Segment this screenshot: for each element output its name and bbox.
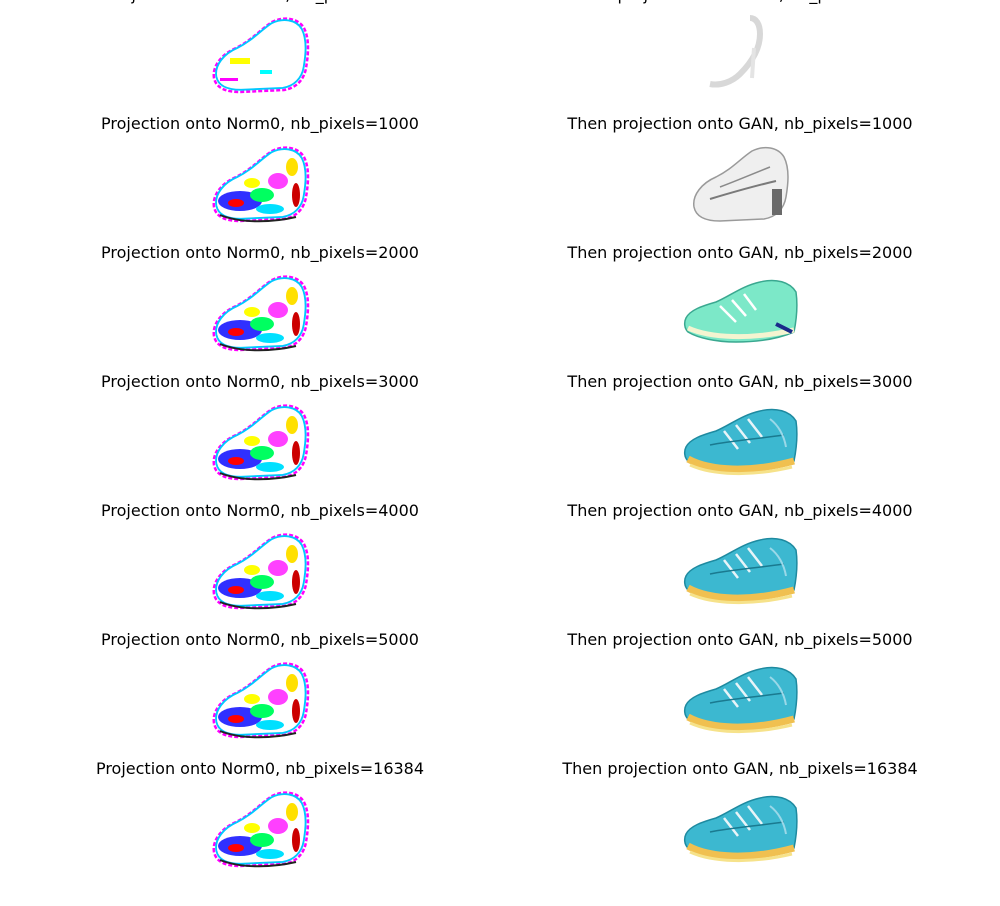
shoe-colorful-noisy-icon (200, 653, 320, 743)
shoe-grey-sketch-icon (680, 137, 800, 227)
right-caption-row-3: Then projection onto GAN, nb_pixels=3000 (567, 373, 912, 391)
shoe-outline-noisy-icon (200, 8, 320, 98)
shoe-colorful-noisy-icon (200, 524, 320, 614)
sneaker-mint-icon (680, 266, 800, 356)
shoe-colorful-noisy-icon (200, 782, 320, 872)
left-caption-row-2: Projection onto Norm0, nb_pixels=2000 (101, 244, 419, 262)
left-caption-row-4: Projection onto Norm0, nb_pixels=4000 (101, 502, 419, 520)
shoe-colorful-noisy-icon (200, 395, 320, 485)
shoe-colorful-noisy-icon (200, 137, 320, 227)
left-caption-row-6: Projection onto Norm0, nb_pixels=16384 (96, 760, 424, 778)
right-caption-row-1: Then projection onto GAN, nb_pixels=1000 (567, 115, 912, 133)
left-caption-row-1: Projection onto Norm0, nb_pixels=1000 (101, 115, 419, 133)
shoe-faint-grey-icon (680, 8, 800, 98)
right-caption-row-4: Then projection onto GAN, nb_pixels=4000 (567, 502, 912, 520)
sneaker-teal-icon (680, 524, 800, 614)
right-caption-row-5: Then projection onto GAN, nb_pixels=5000 (567, 631, 912, 649)
left-caption-row-0: Projection onto Norm0, nb_pixels=150 (106, 0, 414, 4)
right-caption-row-0: Then projection onto GAN, nb_pixels=150 (573, 0, 908, 4)
left-caption-row-3: Projection onto Norm0, nb_pixels=3000 (101, 373, 419, 391)
right-caption-row-6: Then projection onto GAN, nb_pixels=1638… (562, 760, 917, 778)
right-caption-row-2: Then projection onto GAN, nb_pixels=2000 (567, 244, 912, 262)
shoe-colorful-noisy-icon (200, 266, 320, 356)
sneaker-teal-icon (680, 395, 800, 485)
sneaker-teal-icon (680, 653, 800, 743)
left-caption-row-5: Projection onto Norm0, nb_pixels=5000 (101, 631, 419, 649)
sneaker-teal-icon (680, 782, 800, 872)
